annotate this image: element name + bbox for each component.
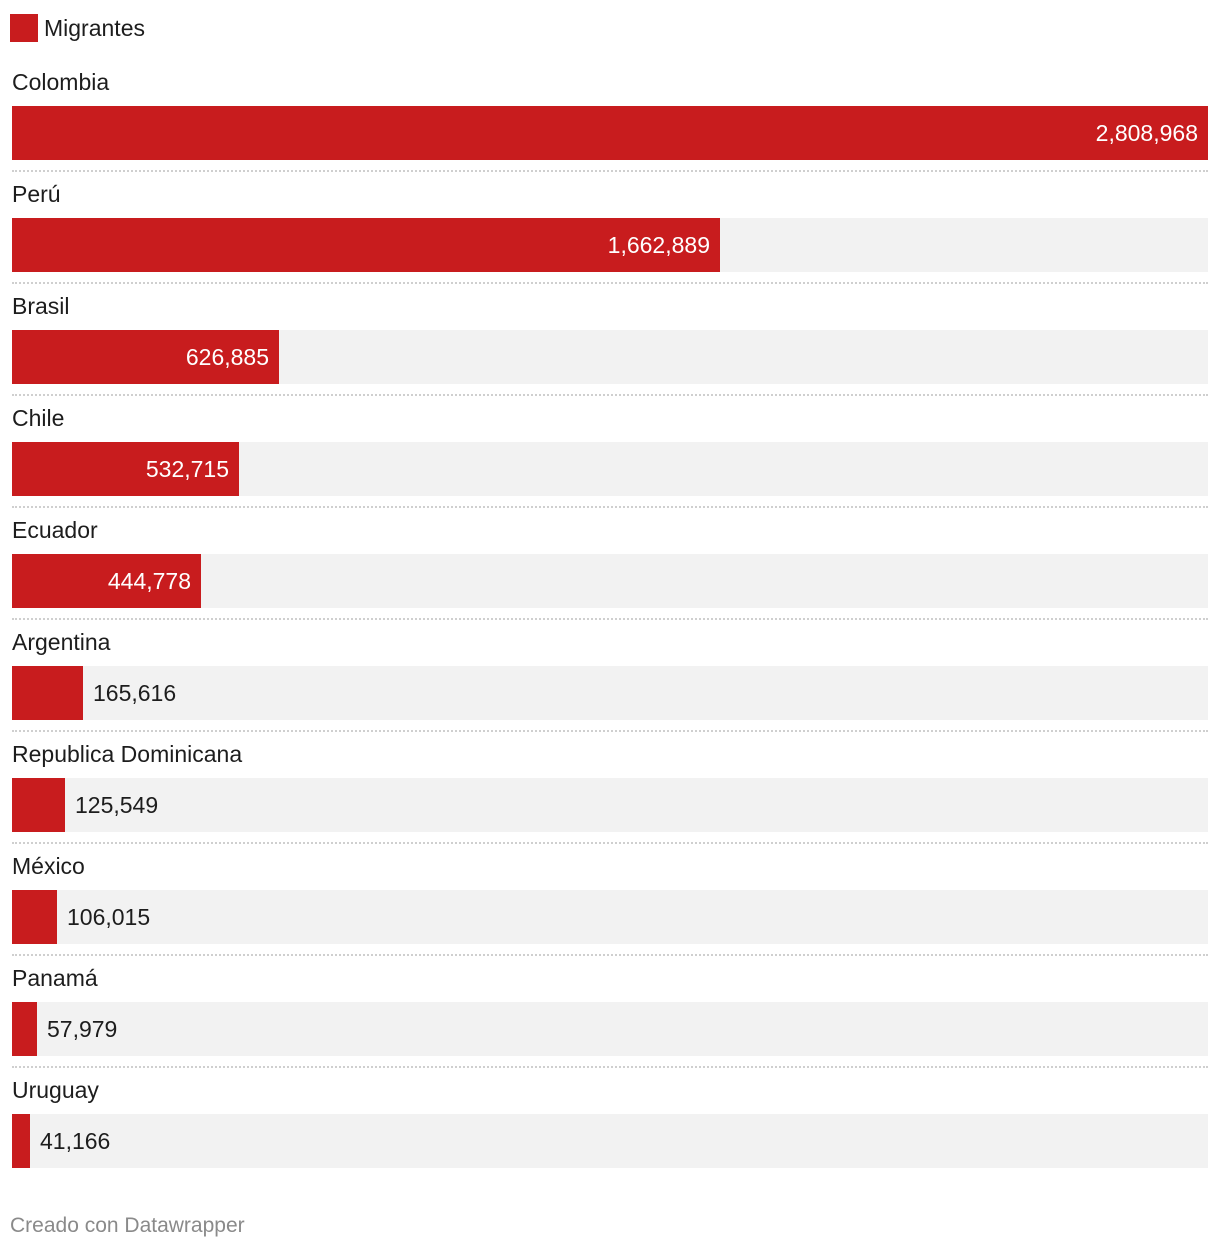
bar-row: Perú 1,662,889 xyxy=(12,172,1208,284)
bar xyxy=(12,1114,30,1168)
category-label: Argentina xyxy=(12,629,111,655)
category-label: Chile xyxy=(12,405,65,431)
value-label: 444,778 xyxy=(107,568,191,594)
bar-track: 57,979 xyxy=(12,1002,1208,1056)
bar xyxy=(12,218,720,272)
category-label: Republica Dominicana xyxy=(12,741,243,767)
bar-row: Argentina 165,616 xyxy=(12,620,1208,732)
bar-row: Ecuador 444,778 xyxy=(12,508,1208,620)
bar xyxy=(12,442,239,496)
category-label: Brasil xyxy=(12,293,70,319)
bar-row: Brasil 626,885 xyxy=(12,284,1208,396)
credit-text: Creado con Datawrapper xyxy=(10,1214,245,1237)
bar-track: 1,662,889 xyxy=(12,218,1208,272)
category-label: Uruguay xyxy=(12,1077,99,1103)
bar-row: Chile 532,715 xyxy=(12,396,1208,508)
category-label: Colombia xyxy=(12,69,110,95)
bar-track: 444,778 xyxy=(12,554,1208,608)
legend: Migrantes xyxy=(10,13,145,43)
bar xyxy=(12,106,1208,160)
bar-track: 106,015 xyxy=(12,890,1208,944)
bar-row: Uruguay 41,166 xyxy=(12,1068,1208,1180)
bar xyxy=(12,330,279,384)
row-divider xyxy=(12,730,1208,732)
bar xyxy=(12,554,201,608)
bar xyxy=(12,666,83,720)
bar-row: Republica Dominicana 125,549 xyxy=(12,732,1208,844)
value-label: 106,015 xyxy=(67,904,151,930)
bar-track: 165,616 xyxy=(12,666,1208,720)
bar-row: Colombia 2,808,968 xyxy=(12,60,1208,172)
value-label: 41,166 xyxy=(40,1128,111,1154)
category-label: Perú xyxy=(12,181,61,207)
bar-row: México 106,015 xyxy=(12,844,1208,956)
bar-row: Panamá 57,979 xyxy=(12,956,1208,1068)
row-divider xyxy=(12,842,1208,844)
row-divider xyxy=(12,282,1208,284)
bar-track: 2,808,968 xyxy=(12,106,1208,160)
bar-track: 626,885 xyxy=(12,330,1208,384)
bar-track: 125,549 xyxy=(12,778,1208,832)
category-label: México xyxy=(12,853,85,879)
bar-chart: Colombia 2,808,968 Perú 1,662,889 Brasil 626,… xyxy=(12,60,1208,1180)
row-divider xyxy=(12,1066,1208,1068)
row-divider xyxy=(12,954,1208,956)
legend-swatch xyxy=(10,14,38,42)
category-label: Panamá xyxy=(12,965,98,991)
bar-track: 532,715 xyxy=(12,442,1208,496)
bar-track: 41,166 xyxy=(12,1114,1208,1168)
bar xyxy=(12,890,57,944)
row-divider xyxy=(12,394,1208,396)
value-label: 57,979 xyxy=(47,1016,118,1042)
value-label: 165,616 xyxy=(93,680,177,706)
value-label: 125,549 xyxy=(75,792,159,818)
legend-label: Migrantes xyxy=(44,15,145,41)
category-label: Ecuador xyxy=(12,517,98,543)
row-divider xyxy=(12,170,1208,172)
bar xyxy=(12,778,65,832)
value-label: 2,808,968 xyxy=(1095,120,1198,146)
value-label: 1,662,889 xyxy=(607,232,710,258)
row-divider xyxy=(12,618,1208,620)
bar xyxy=(12,1002,37,1056)
value-label: 626,885 xyxy=(185,344,269,370)
row-divider xyxy=(12,506,1208,508)
value-label: 532,715 xyxy=(145,456,229,482)
